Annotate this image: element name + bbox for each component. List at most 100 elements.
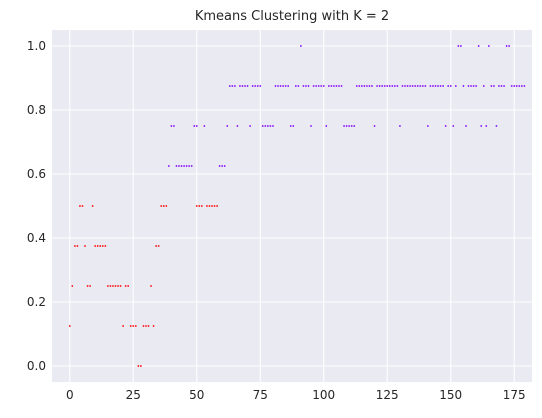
data-point [426,125,429,127]
data-point [223,165,226,167]
data-point [152,325,155,327]
data-point [388,85,391,87]
data-point [216,205,218,207]
data-point [139,365,142,367]
data-point [449,85,452,87]
data-point [391,85,394,87]
y-gridlines [52,45,532,367]
data-point [386,85,389,87]
data-point [73,245,76,247]
data-point [505,45,508,47]
data-point [188,165,191,167]
data-point [310,125,312,127]
data-point [185,165,188,167]
data-point [76,245,79,247]
data-point [119,285,122,287]
data-point [459,45,462,47]
data-point [302,85,305,87]
data-point [218,165,221,167]
data-point [523,85,526,87]
data-point [157,245,160,247]
data-point [256,85,259,87]
data-point [155,245,158,247]
data-point [134,325,137,327]
data-point [454,85,457,87]
data-point [406,85,409,87]
data-point [233,85,236,87]
data-point [193,125,196,127]
data-point [317,85,320,87]
data-point [277,85,279,87]
y-tick-labels: 0.0 0.2 0.4 0.6 0.8 1.0 [27,39,46,373]
data-point [236,125,239,127]
x-tick-label: 150 [439,388,462,402]
x-tick-label: 175 [503,388,526,402]
data-point [510,85,513,87]
data-point [393,85,396,87]
data-point [292,125,295,127]
y-tick-label: 0.6 [27,167,46,181]
cluster-1-points [167,45,526,167]
data-point [109,285,112,287]
data-point [335,85,338,87]
data-point [284,85,287,87]
data-point [437,85,439,87]
data-point [470,85,472,87]
data-point [190,165,193,167]
data-point [251,85,254,87]
data-point [71,285,74,287]
data-point [401,85,404,87]
data-point [457,45,460,47]
data-point [274,85,277,87]
data-point [480,125,483,127]
chart-title: Kmeans Clustering with K = 2 [195,9,389,24]
data-point [307,85,310,87]
data-point [472,85,475,87]
data-point [477,45,480,47]
data-point [211,205,213,207]
data-point [409,85,411,87]
data-point [467,85,470,87]
data-point [261,125,264,127]
x-tick-label: 125 [376,388,399,402]
data-point [447,85,450,87]
data-point [117,285,119,287]
y-tick-label: 0.0 [27,359,46,373]
data-point [333,85,335,87]
data-point [195,205,198,207]
data-point [495,125,498,127]
data-point [282,85,285,87]
data-point [503,85,505,87]
data-point [127,285,130,287]
data-point [396,85,399,87]
data-point [173,125,175,127]
data-point [200,205,203,207]
data-point [244,85,246,87]
data-point [411,85,414,87]
data-point [84,245,86,247]
data-point [345,125,348,127]
data-point [195,125,198,127]
data-point [312,85,315,87]
data-point [360,85,363,87]
data-point [94,245,97,247]
data-point [373,125,376,127]
data-point [482,85,485,87]
data-point [106,285,109,287]
data-point [355,85,358,87]
data-point [452,125,455,127]
data-point [424,85,427,87]
data-point [462,85,465,87]
data-point [305,85,307,87]
data-point [419,85,422,87]
data-point [246,85,249,87]
data-point [167,165,170,167]
data-point [145,325,147,327]
data-point [239,85,241,87]
data-point [208,205,211,207]
data-point [513,85,516,87]
data-point [264,125,267,127]
data-point [348,125,351,127]
data-point [376,85,378,87]
